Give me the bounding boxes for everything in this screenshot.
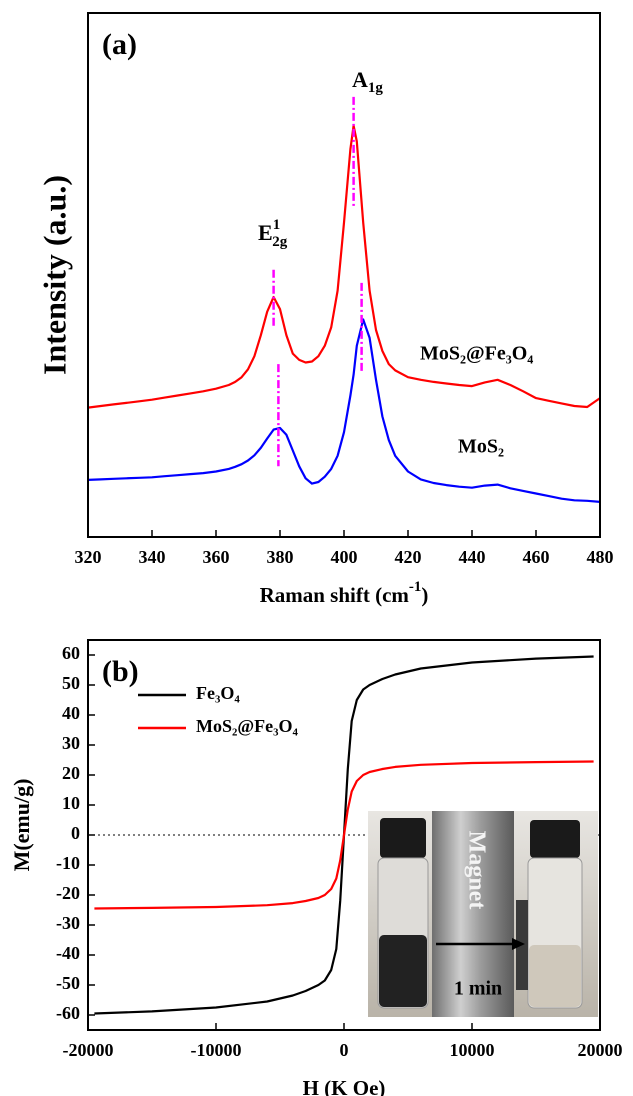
vial-cap: [380, 818, 426, 858]
text-part: E: [258, 220, 273, 245]
x-tick-label: -20000: [63, 1040, 114, 1060]
y-tick-label: 20: [62, 763, 80, 783]
x-tick-label: 420: [395, 547, 422, 567]
x-tick-label: 0: [340, 1040, 349, 1060]
vial-cap: [530, 820, 580, 858]
y-tick-label: -10: [56, 853, 80, 873]
series-line: [87, 124, 601, 409]
y-axis-label: M(emu/g): [9, 779, 34, 872]
x-axis-label: H (K Oe): [303, 1076, 386, 1096]
vial-liquid: [529, 945, 581, 1007]
text-part: A: [352, 67, 368, 92]
plot-frame: [87, 639, 601, 1031]
series-label: MoS₂@Fe₃O₄: [420, 343, 533, 365]
series-line: [94, 760, 594, 910]
text-part: Raman shift (cm: [260, 583, 410, 607]
y-tick-label: 0: [71, 823, 80, 843]
series-line: [87, 318, 601, 503]
arrow-head: [512, 938, 525, 950]
inset-label: 1 min: [454, 978, 502, 1000]
y-tick-label: -20: [56, 883, 80, 903]
y-tick-label: 10: [62, 793, 80, 813]
text-part: 1: [273, 217, 281, 233]
y-tick-label: 50: [62, 673, 80, 693]
text-part: ): [421, 583, 428, 607]
x-tick-label: 320: [75, 547, 102, 567]
x-tick-label: 460: [523, 547, 550, 567]
series-label: MoS₂: [458, 436, 504, 458]
panel-label: (a): [102, 28, 137, 61]
y-tick-label: 40: [62, 703, 80, 723]
y-tick-label: 60: [62, 643, 80, 663]
y-tick-label: -30: [56, 913, 80, 933]
y-tick-label: -50: [56, 973, 80, 993]
text-part: 2g: [272, 234, 288, 250]
legend-label: Fe₃O₄: [196, 683, 240, 703]
peak-label: A1g: [352, 67, 383, 96]
inset-photo: [368, 811, 598, 1017]
x-tick-label: -10000: [191, 1040, 242, 1060]
text-part: -1: [409, 579, 422, 595]
y-tick-label: 30: [62, 733, 80, 753]
y-axis-label: Intensity (a.u.): [36, 175, 72, 375]
y-tick-label: -60: [56, 1003, 80, 1023]
inset-label: Magnet: [463, 831, 489, 910]
x-tick-label: 400: [331, 547, 358, 567]
x-axis-label: Raman shift (cm-1): [260, 579, 429, 606]
x-tick-label: 340: [139, 547, 166, 567]
text-part: 1g: [368, 80, 384, 96]
x-tick-label: 480: [587, 547, 614, 567]
panel-label: (b): [102, 655, 139, 688]
x-tick-label: 440: [459, 547, 486, 567]
x-tick-label: 380: [267, 547, 294, 567]
x-tick-label: 10000: [450, 1040, 495, 1060]
x-tick-label: 360: [203, 547, 230, 567]
y-tick-label: -40: [56, 943, 80, 963]
peak-label: E1 2g: [258, 217, 288, 250]
legend-label: MoS₂@Fe₃O₄: [196, 716, 299, 736]
plot-frame: [87, 12, 601, 538]
vial-liquid: [379, 935, 427, 1007]
magnet: [432, 811, 514, 1017]
x-tick-label: 20000: [578, 1040, 623, 1060]
